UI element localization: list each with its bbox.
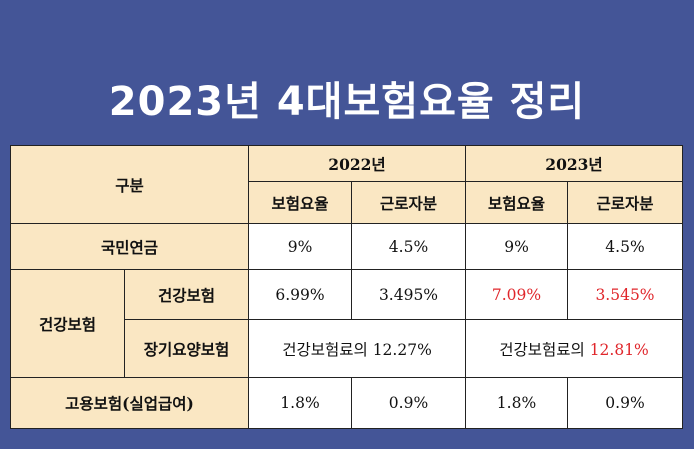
- share-2022-header: 근로자분: [351, 181, 466, 224]
- year-2023-header: 2023년: [465, 145, 683, 182]
- health-label: 건강보험: [124, 269, 249, 320]
- pension-row: 국민연금 9% 4.5% 9% 4.5%: [10, 223, 683, 270]
- employment-share-2023: 0.9%: [567, 377, 683, 429]
- share-2023-header: 근로자분: [567, 181, 683, 224]
- longterm-care-2023: 건강보험료의 12.81%: [465, 319, 683, 378]
- pension-share-2022: 4.5%: [351, 223, 466, 270]
- health-rate-2023: 7.09%: [465, 269, 568, 320]
- insurance-rate-table: 구분 2022년 2023년 보험요율 근로자분 보험요율 근로자분 국민연금 …: [10, 145, 683, 429]
- health-share-2023: 3.545%: [567, 269, 683, 320]
- page-title: 2023년 4대보험요율 정리: [108, 79, 586, 125]
- header-row-columns: 보험요율 근로자분 보험요율 근로자분: [11, 181, 683, 224]
- pension-label: 국민연금: [10, 223, 249, 270]
- rate-2022-header: 보험요율: [248, 181, 352, 224]
- longterm-care-2023-value: 12.81%: [589, 340, 649, 359]
- health-row: 건강보험 건강보험 6.99% 3.495% 7.09% 3.545%: [10, 269, 683, 378]
- rate-2023-header: 보험요율: [465, 181, 568, 224]
- category-header: 구분: [10, 145, 249, 224]
- longterm-care-2023-prefix: 건강보험료의: [499, 340, 590, 359]
- longterm-care-row: 장기요양보험 건강보험료의 12.27% 건강보험료의 12.81%: [11, 319, 683, 378]
- health-rate-2022: 6.99%: [248, 269, 352, 320]
- longterm-care-2022: 건강보험료의 12.27%: [248, 319, 466, 378]
- pension-rate-2022: 9%: [248, 223, 352, 270]
- employment-row: 고용보험(실업급여) 1.8% 0.9% 1.8% 0.9%: [10, 377, 683, 429]
- employment-rate-2022: 1.8%: [248, 377, 352, 429]
- employment-share-2022: 0.9%: [351, 377, 466, 429]
- longterm-care-label: 장기요양보험: [124, 319, 249, 378]
- header-row-years: 구분 2022년 2023년: [10, 145, 683, 224]
- health-group-label: 건강보험: [10, 269, 125, 378]
- pension-share-2023: 4.5%: [567, 223, 683, 270]
- employment-rate-2023: 1.8%: [465, 377, 568, 429]
- health-share-2022: 3.495%: [351, 269, 466, 320]
- year-2022-header: 2022년: [248, 145, 466, 182]
- employment-label: 고용보험(실업급여): [10, 377, 249, 429]
- pension-rate-2023: 9%: [465, 223, 568, 270]
